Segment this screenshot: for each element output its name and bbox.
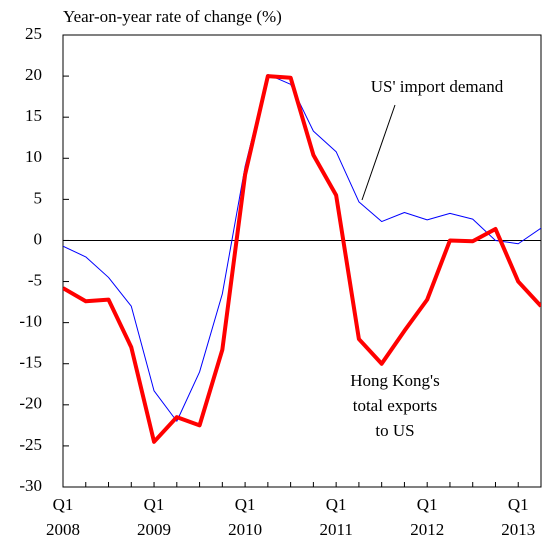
x-tick-label: Q1 2010	[228, 495, 262, 539]
annotation: to US	[375, 421, 414, 440]
y-tick-label: 20	[25, 65, 42, 84]
annotation: Hong Kong's	[350, 371, 439, 390]
annotation: total exports	[353, 396, 438, 415]
x-tick-label: Q1 2013	[501, 495, 535, 539]
plot-area	[63, 73, 541, 444]
x-tick-label: Q1 2008	[46, 495, 80, 539]
plot-frame	[62, 34, 542, 488]
y-tick-label: -25	[19, 435, 42, 454]
annotation-pointer	[361, 104, 396, 201]
y-tick-label: 5	[34, 188, 43, 207]
y-tick-label: 15	[25, 106, 42, 125]
y-tick-label: 25	[25, 24, 42, 43]
line-series	[63, 73, 541, 422]
y-tick-label: -20	[19, 394, 42, 413]
annotation: US' import demand	[371, 77, 504, 96]
y-tick-label: -5	[28, 270, 42, 289]
y-tick-label: 10	[25, 147, 42, 166]
line-series	[63, 74, 541, 444]
axis-title: Year-on-year rate of change (%)	[63, 7, 282, 26]
y-tick-label: -15	[19, 353, 42, 372]
x-tick-label: Q1 2012	[410, 495, 444, 539]
y-tick-label: 0	[34, 229, 43, 248]
y-tick-label: -30	[19, 476, 42, 495]
y-tick-label: -10	[19, 312, 42, 331]
x-tick-label: Q1 2009	[137, 495, 171, 539]
x-tick-label: Q1 2011	[319, 495, 352, 539]
